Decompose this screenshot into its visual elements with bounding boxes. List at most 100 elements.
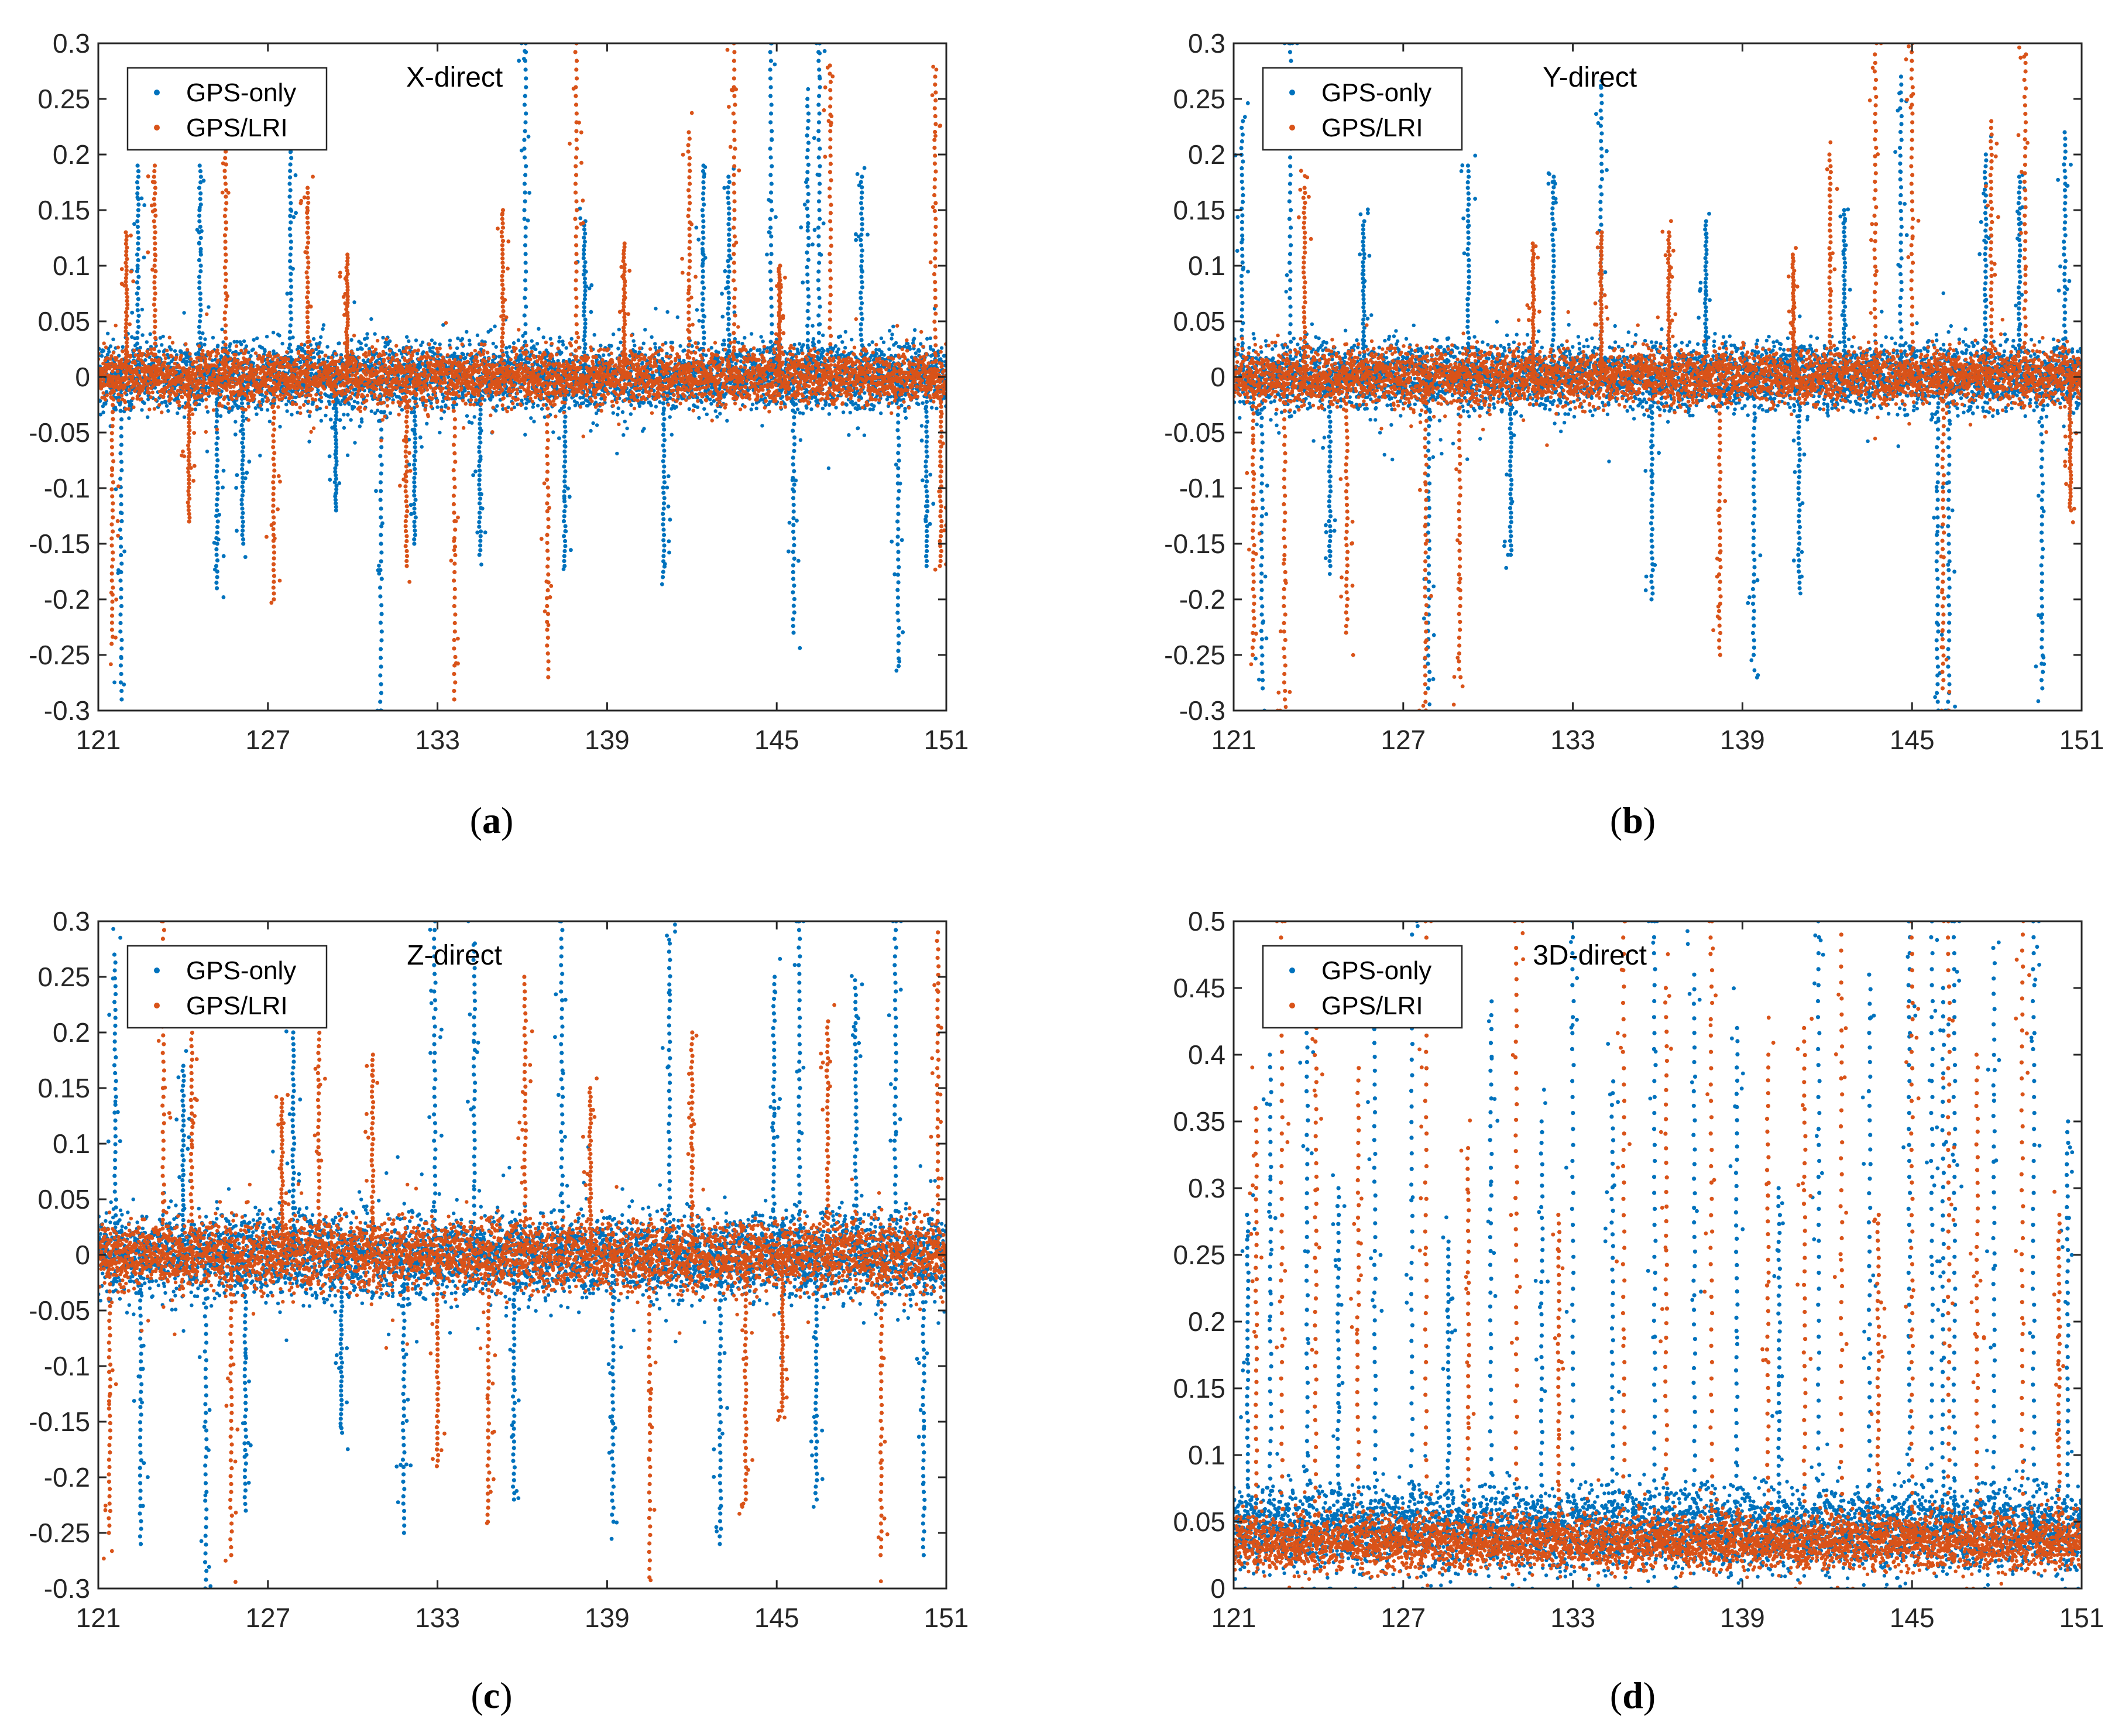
outlier-point: [569, 548, 573, 553]
point: [164, 404, 169, 408]
spike-point: [215, 469, 219, 474]
spike-point: [119, 544, 123, 549]
spike-point: [379, 682, 383, 687]
point: [801, 411, 805, 416]
spike-point: [119, 426, 123, 430]
outlier-point: [377, 571, 382, 576]
spike-point: [562, 514, 566, 519]
spike-point: [198, 335, 203, 341]
spike-point: [136, 246, 141, 252]
spike-point: [478, 543, 483, 548]
point: [650, 335, 654, 339]
spike-point: [523, 322, 528, 327]
spike-point: [662, 480, 667, 485]
spike-point: [477, 501, 482, 506]
spike-point: [241, 489, 246, 493]
spike-point: [768, 67, 772, 72]
outlier-point: [483, 530, 487, 534]
point: [176, 411, 180, 416]
point: [903, 406, 907, 411]
spike-point: [413, 458, 417, 463]
point: [320, 399, 324, 404]
point: [388, 411, 393, 415]
spike-point: [412, 489, 417, 493]
spike-point: [727, 243, 732, 248]
spike-point: [198, 169, 203, 174]
point: [844, 403, 849, 407]
point: [749, 407, 753, 411]
outlier-point: [517, 59, 521, 63]
spike-point: [661, 433, 666, 437]
point: [675, 315, 680, 320]
spike-point: [413, 414, 417, 419]
spike-point: [522, 155, 527, 160]
point: [843, 330, 848, 334]
point: [353, 441, 357, 445]
point: [342, 413, 346, 417]
point: [871, 407, 875, 411]
spike-point: [661, 506, 666, 511]
point: [430, 338, 434, 342]
point: [420, 445, 424, 449]
spike-point: [412, 493, 417, 498]
spike-point: [215, 397, 219, 402]
spike-point: [477, 473, 482, 478]
spike-point: [561, 519, 566, 524]
spike-point: [701, 213, 705, 218]
point: [569, 337, 574, 341]
spike-point: [288, 162, 293, 167]
spike-point: [288, 323, 293, 328]
spike-point: [136, 213, 140, 218]
spike-point: [289, 239, 293, 244]
spike-point: [379, 410, 384, 414]
spike-point: [726, 201, 731, 205]
spike-point: [135, 330, 140, 335]
point: [595, 423, 599, 427]
point: [470, 421, 474, 425]
spike-point: [378, 620, 383, 625]
spike-point: [661, 422, 666, 427]
outlier-point: [330, 426, 334, 430]
spike-point: [662, 496, 667, 500]
point: [665, 310, 669, 314]
spike-point: [118, 476, 123, 481]
spike-point: [118, 527, 123, 532]
outlier-point: [667, 539, 671, 544]
spike-point: [524, 304, 528, 309]
spike-point: [241, 537, 246, 542]
spike-point: [215, 586, 219, 591]
spike-point: [412, 410, 417, 414]
point: [939, 346, 944, 350]
point: [202, 342, 207, 346]
spike-point: [477, 520, 482, 524]
point: [519, 354, 523, 358]
spike-point: [701, 313, 706, 318]
point: [129, 402, 133, 407]
point: [535, 403, 540, 408]
spike-point: [135, 224, 140, 229]
point: [255, 412, 259, 416]
point: [524, 406, 528, 410]
spike-point: [523, 190, 527, 195]
spike-point: [241, 414, 245, 419]
spike-point: [119, 646, 124, 651]
point: [452, 351, 456, 355]
point: [216, 344, 220, 348]
outlier-point: [523, 49, 527, 53]
spike-point: [136, 174, 141, 179]
point: [318, 341, 322, 345]
spike-point: [477, 553, 482, 557]
point: [649, 403, 653, 407]
point: [674, 404, 678, 409]
spike-point: [582, 305, 587, 310]
spike-point: [198, 263, 203, 268]
spike-point: [701, 180, 706, 185]
point: [160, 343, 164, 347]
point: [421, 350, 425, 354]
point: [321, 323, 326, 327]
spike-point: [413, 445, 417, 450]
outlier-point: [112, 680, 117, 685]
spike-point: [289, 284, 294, 289]
spike-point: [378, 673, 383, 678]
outlier-point: [480, 506, 485, 511]
